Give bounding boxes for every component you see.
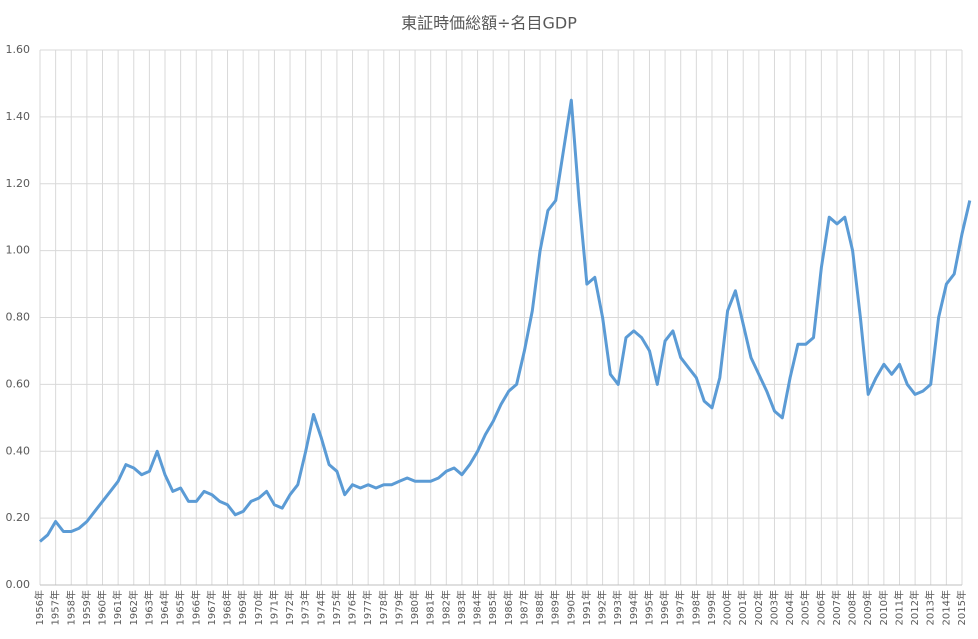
x-tick-label: 1994年 [627,590,640,625]
x-tick-label: 1983年 [455,590,468,625]
x-tick-label: 1958年 [64,590,77,625]
x-tick-label: 2010年 [877,590,890,625]
x-tick-label: 1989年 [549,590,562,625]
x-tick-label: 1963年 [142,590,155,625]
x-tick-label: 2007年 [830,590,843,625]
x-tick-label: 1965年 [174,590,187,625]
x-tick-label: 1992年 [596,590,609,625]
y-tick-label: 0.00 [6,578,31,591]
x-tick-label: 2002年 [752,590,765,625]
data-line [39,98,972,543]
chart-title: 東証時価総額÷名目GDP [401,14,577,33]
x-tick-label: 1979年 [392,590,405,625]
y-tick-label: 0.20 [6,511,31,524]
x-tick-label: 1995年 [642,590,655,625]
x-tick-label: 1980年 [408,590,421,625]
x-tick-label: 2000年 [721,590,734,625]
x-tick-label: 1970年 [252,590,265,625]
x-tick-label: 1999年 [705,590,718,625]
y-tick-label: 1.60 [6,43,31,56]
x-tick-label: 1968年 [221,590,234,625]
x-tick-label: 1981年 [424,590,437,625]
x-tick-label: 1985年 [486,590,499,625]
x-tick-label: 2009年 [861,590,874,625]
y-tick-label: 1.00 [6,244,31,257]
y-tick-label: 0.60 [6,377,31,390]
x-tick-label: 2014年 [939,590,952,625]
x-tick-label: 1966年 [189,590,202,625]
y-tick-label: 1.40 [6,110,31,123]
x-tick-label: 1969年 [236,590,249,625]
x-tick-label: 1962年 [127,590,140,625]
x-tick-label: 2004年 [783,590,796,625]
x-tick-label: 1957年 [49,590,62,625]
x-tick-label: 1956年 [33,590,46,625]
x-tick-label: 1991年 [580,590,593,625]
y-tick-label: 0.80 [6,311,31,324]
x-tick-label: 1987年 [517,590,530,625]
x-tick-label: 1990年 [564,590,577,625]
x-tick-label: 1978年 [377,590,390,625]
x-tick-label: 1984年 [471,590,484,625]
x-tick-label: 2005年 [799,590,812,625]
x-tick-label: 2001年 [736,590,749,625]
x-tick-label: 2006年 [814,590,827,625]
x-tick-label: 1974年 [314,590,327,625]
x-tick-label: 1988年 [533,590,546,625]
x-tick-label: 1993年 [611,590,624,625]
x-tick-label: 1967年 [205,590,218,625]
x-tick-label: 1971年 [267,590,280,625]
x-tick-label: 2015年 [955,590,968,625]
x-tick-label: 1996年 [658,590,671,625]
x-tick-label: 1982年 [439,590,452,625]
x-tick-label: 1997年 [674,590,687,625]
x-tick-label: 1960年 [96,590,109,625]
x-tick-label: 2011年 [892,590,905,625]
x-tick-label: 1973年 [299,590,312,625]
x-tick-label: 2013年 [924,590,937,625]
x-tick-label: 2008年 [846,590,859,625]
x-tick-label: 1986年 [502,590,515,625]
x-tick-label: 1964年 [158,590,171,625]
x-tick-label: 1959年 [80,590,93,625]
x-tick-label: 1961年 [111,590,124,625]
x-tick-label: 1976年 [346,590,359,625]
x-tick-label: 1972年 [283,590,296,625]
x-tick-label: 1977年 [361,590,374,625]
x-tick-label: 2012年 [908,590,921,625]
x-tick-label: 1975年 [330,590,343,625]
y-tick-label: 1.20 [6,177,31,190]
x-tick-label: 2003年 [767,590,780,625]
y-tick-label: 0.40 [6,444,31,457]
x-tick-label: 1998年 [689,590,702,625]
